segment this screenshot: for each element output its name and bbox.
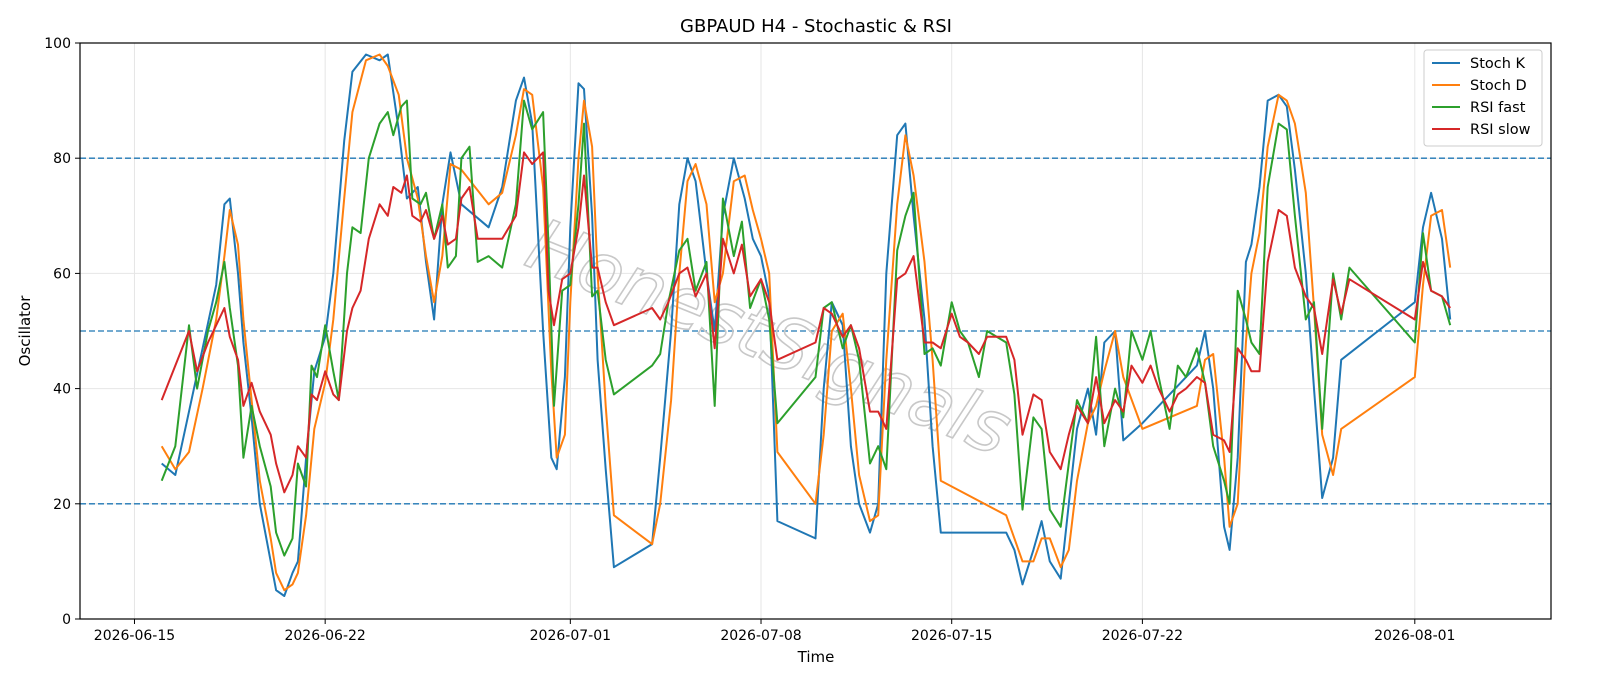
x-tick-label: 2026-07-08 [720,628,801,644]
x-axis-ticks: 2026-06-15 2026-06-22 2026-07-01 2026-07-08… [94,619,1455,644]
y-axis-ticks: 0 20 40 60 80 100 [44,36,80,628]
legend-box [1423,49,1543,147]
x-tick-label: 2026-07-15 [911,628,992,644]
y-tick-label: 100 [44,36,71,52]
legend-label: RSI fast [1470,100,1526,116]
y-tick-label: 20 [53,497,71,513]
plot-frame [79,42,1552,620]
legend-label: Stoch K [1470,56,1526,72]
legend: Stoch K Stoch D RSI fast RSI slow [1423,49,1543,147]
series-lines [160,53,1452,597]
x-tick-label: 2026-06-15 [94,628,175,644]
y-tick-label: 0 [62,612,71,628]
y-tick-label: 40 [53,382,71,398]
x-axis-title: Time [797,648,835,666]
x-tick-label: 2026-07-01 [530,628,611,644]
y-tick-label: 80 [53,151,71,167]
x-tick-label: 2026-06-22 [284,628,365,644]
series-line-stoch-d [160,53,1452,592]
x-tick-label: 2026-07-22 [1102,628,1183,644]
legend-label: RSI slow [1470,122,1531,138]
legend-label: Stoch D [1470,78,1527,94]
series-line-rsi-slow [160,151,1452,494]
chart-title: GBPAUD H4 - Stochastic & RSI [680,16,952,37]
x-tick-label: 2026-08-01 [1374,628,1455,644]
y-axis-title: Oscillator [16,295,34,367]
series-line-stoch-k [161,53,1452,597]
y-tick-label: 60 [53,266,71,282]
